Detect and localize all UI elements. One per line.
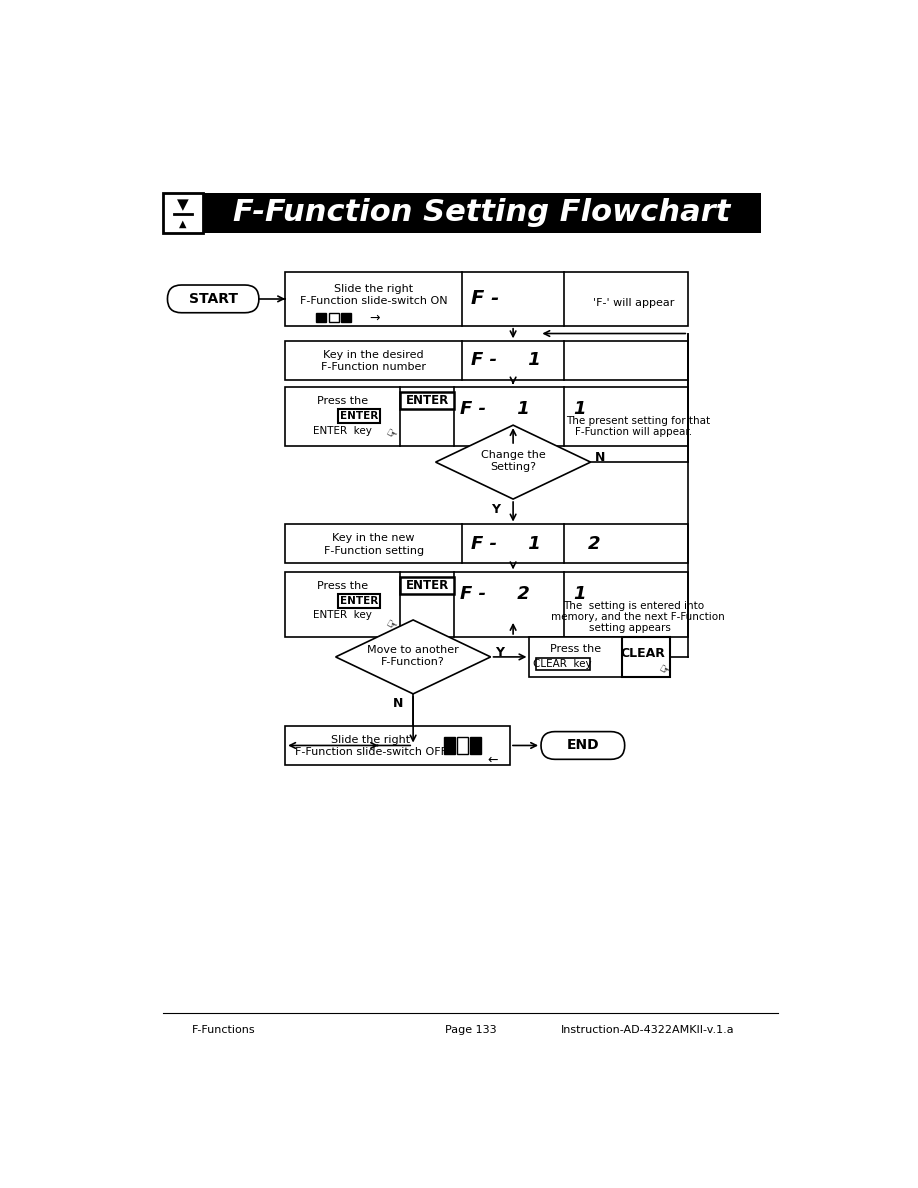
- Text: F -     1: F - 1: [471, 535, 541, 552]
- Text: Key in the desired: Key in the desired: [323, 350, 424, 360]
- Text: ENTER  key: ENTER key: [313, 611, 372, 620]
- Text: 1: 1: [574, 400, 586, 418]
- Text: Y: Y: [491, 503, 500, 516]
- FancyBboxPatch shape: [285, 387, 688, 446]
- Text: The present setting for that: The present setting for that: [565, 416, 710, 426]
- Text: F-Function Setting Flowchart: F-Function Setting Flowchart: [233, 198, 731, 227]
- Text: F-Function slide-switch OFF: F-Function slide-switch OFF: [295, 747, 446, 758]
- Text: F-Function will appear.: F-Function will appear.: [576, 426, 692, 437]
- Polygon shape: [336, 620, 490, 694]
- Text: 1: 1: [574, 584, 586, 602]
- Text: F -     1: F - 1: [461, 400, 531, 418]
- Text: ☞: ☞: [383, 618, 398, 634]
- Text: END: END: [566, 739, 599, 752]
- Text: Page 133: Page 133: [444, 1024, 497, 1035]
- Text: ENTER  key: ENTER key: [313, 425, 372, 436]
- Text: F-Functions: F-Functions: [192, 1024, 256, 1035]
- Text: ☞: ☞: [383, 426, 398, 443]
- FancyBboxPatch shape: [285, 573, 688, 637]
- Text: 'F-' will appear: 'F-' will appear: [593, 298, 675, 309]
- FancyBboxPatch shape: [285, 341, 688, 380]
- Text: 2: 2: [588, 535, 600, 552]
- Text: Press the: Press the: [317, 581, 368, 592]
- Text: F-Function number: F-Function number: [321, 362, 426, 372]
- Text: →: →: [369, 311, 380, 324]
- FancyBboxPatch shape: [457, 737, 468, 754]
- Text: START: START: [189, 292, 238, 305]
- Text: ☞: ☞: [656, 663, 672, 680]
- FancyBboxPatch shape: [471, 737, 481, 754]
- Text: CLEAR: CLEAR: [621, 647, 666, 661]
- Text: Slide the right: Slide the right: [330, 735, 410, 745]
- FancyBboxPatch shape: [622, 637, 670, 677]
- Text: ENTER: ENTER: [340, 411, 378, 421]
- Text: CLEAR  key: CLEAR key: [533, 659, 592, 669]
- FancyBboxPatch shape: [285, 726, 510, 765]
- Text: ENTER: ENTER: [406, 394, 449, 407]
- Text: ▼: ▼: [177, 197, 189, 213]
- Text: F-Function setting: F-Function setting: [323, 545, 424, 556]
- FancyBboxPatch shape: [400, 577, 454, 594]
- Text: Slide the right: Slide the right: [334, 284, 413, 293]
- FancyBboxPatch shape: [535, 658, 590, 670]
- FancyBboxPatch shape: [203, 192, 761, 233]
- Text: Press the: Press the: [317, 397, 368, 406]
- Text: ▲: ▲: [179, 219, 186, 228]
- FancyBboxPatch shape: [316, 314, 326, 322]
- Text: N: N: [595, 451, 605, 465]
- Text: N: N: [392, 697, 403, 710]
- Text: F -: F -: [471, 290, 499, 309]
- Text: F-Function?: F-Function?: [381, 657, 445, 668]
- FancyBboxPatch shape: [329, 314, 339, 322]
- Text: Press the: Press the: [550, 644, 601, 655]
- Text: ENTER: ENTER: [406, 579, 449, 592]
- FancyBboxPatch shape: [162, 192, 203, 233]
- Text: The  setting is entered into: The setting is entered into: [564, 601, 704, 611]
- Text: setting appears: setting appears: [589, 623, 671, 633]
- Text: Setting?: Setting?: [490, 462, 536, 473]
- FancyBboxPatch shape: [444, 737, 455, 754]
- Text: memory, and the next F-Function: memory, and the next F-Function: [551, 612, 724, 621]
- FancyBboxPatch shape: [541, 732, 625, 759]
- Text: F-Function slide-switch ON: F-Function slide-switch ON: [300, 296, 447, 307]
- Text: ←: ←: [487, 753, 498, 766]
- Text: Change the: Change the: [481, 450, 545, 460]
- Text: ENTER: ENTER: [340, 595, 378, 606]
- Text: Key in the new: Key in the new: [332, 533, 415, 543]
- Text: Move to another: Move to another: [367, 645, 459, 655]
- FancyBboxPatch shape: [285, 524, 688, 563]
- FancyBboxPatch shape: [285, 272, 688, 326]
- Polygon shape: [436, 425, 590, 499]
- FancyBboxPatch shape: [400, 392, 454, 409]
- FancyBboxPatch shape: [530, 637, 622, 677]
- Text: F -     1: F - 1: [471, 352, 541, 369]
- Text: Instruction-AD-4322AMKII-v.1.a: Instruction-AD-4322AMKII-v.1.a: [561, 1024, 734, 1035]
- FancyBboxPatch shape: [338, 594, 380, 607]
- Text: F -     2: F - 2: [461, 584, 531, 602]
- Text: Y: Y: [496, 646, 504, 659]
- FancyBboxPatch shape: [167, 285, 259, 312]
- FancyBboxPatch shape: [341, 314, 351, 322]
- FancyBboxPatch shape: [338, 409, 380, 423]
